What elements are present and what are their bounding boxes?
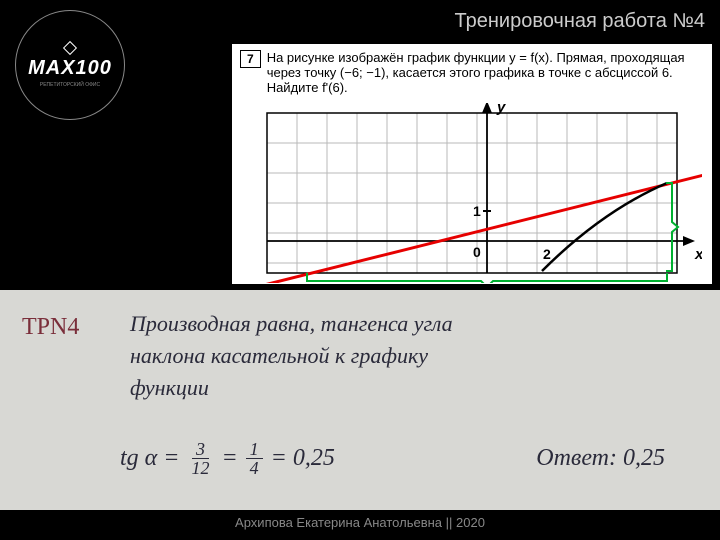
logo-main-text: MAX100 [28, 57, 112, 80]
hw-line2: наклона касательной к графику [130, 343, 428, 368]
graph-svg: y x 1 0 2 [242, 103, 702, 283]
logo-diamond-icon [63, 40, 77, 54]
handwritten-section: ТРN4 Производная равна, тангенса угла на… [0, 290, 720, 510]
top-section: MAX100 РЕПЕТИТОРСКИЙ ОФИС Тренировочная … [0, 0, 720, 290]
page-title: Тренировочная работа №4 [455, 10, 705, 33]
logo: MAX100 РЕПЕТИТОРСКИЙ ОФИС [15, 10, 125, 120]
svg-text:2: 2 [543, 246, 551, 262]
eq2: = 0,25 [271, 445, 335, 472]
problem-number: 7 [240, 50, 261, 68]
svg-text:0: 0 [473, 244, 481, 260]
graph-container: y x 1 0 2 [242, 103, 702, 283]
hw-label: ТРN4 [22, 314, 79, 341]
frac1: 3 12 [187, 440, 213, 477]
svg-text:x: x [694, 246, 702, 263]
problem-box: 7 На рисунке изображён график функции y … [232, 44, 712, 284]
svg-text:y: y [496, 103, 506, 116]
hw-answer: Ответ: 0,25 [536, 445, 665, 472]
problem-text: На рисунке изображён график функции y = … [267, 50, 704, 95]
eq1: = [221, 445, 237, 472]
frac2: 1 4 [246, 440, 263, 477]
problem-statement: 7 На рисунке изображён график функции y … [232, 44, 712, 99]
footer: Архипова Екатерина Анатольевна || 2020 [0, 511, 720, 534]
formula-lhs: tg α = [120, 445, 179, 472]
logo-sub-text: РЕПЕТИТОРСКИЙ ОФИС [40, 82, 100, 88]
hw-explanation: Производная равна, тангенса угла наклона… [130, 308, 690, 404]
hw-formula: tg α = 3 12 = 1 4 = 0,25 [120, 440, 335, 477]
svg-text:1: 1 [473, 203, 481, 219]
hw-line3: функции [130, 375, 209, 400]
hw-line1: Производная равна, тангенса угла [130, 311, 453, 336]
